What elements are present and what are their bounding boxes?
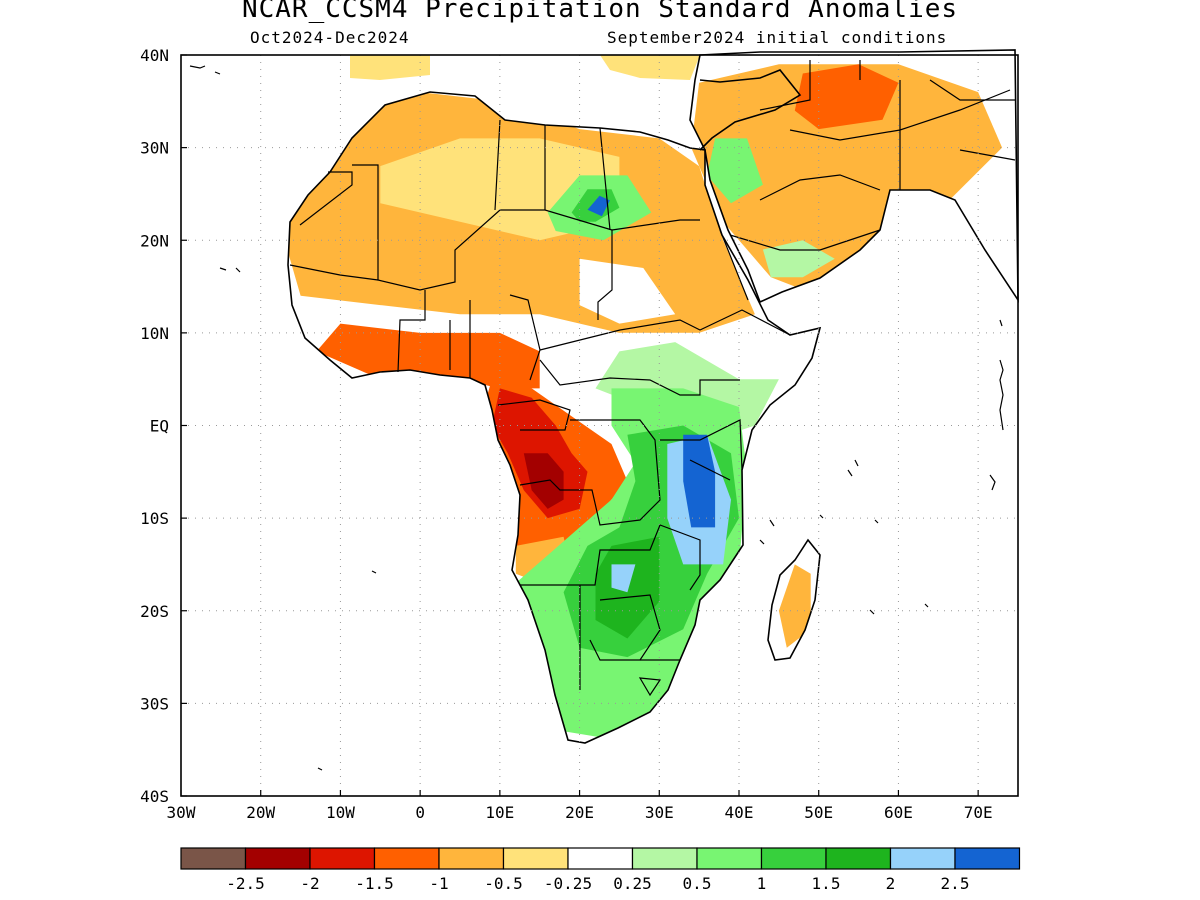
anomaly-zambia-very-wet: [611, 564, 636, 593]
colorbar-swatch: [889, 847, 956, 870]
y-tick-label: 40S: [140, 787, 169, 806]
colorbar-swatch: [244, 847, 311, 870]
y-tick-label: 40N: [140, 46, 169, 65]
anomaly-shading: [288, 64, 1003, 741]
mediterranean-coast: [699, 69, 802, 151]
colorbar-label: 0.25: [613, 874, 652, 893]
x-tick-label: 0: [415, 803, 425, 822]
europe-fringe-landmass: [350, 55, 700, 80]
y-tick-label: 10N: [140, 324, 169, 343]
x-tick-label: 10W: [326, 803, 355, 822]
colorbar-label: -0.5: [484, 874, 523, 893]
y-tick-label: 30S: [140, 694, 169, 713]
x-tick-label: 60E: [884, 803, 913, 822]
colorbar-label: -1.5: [355, 874, 394, 893]
colorbar-swatch: [954, 847, 1021, 870]
x-tick-label: 30W: [167, 803, 196, 822]
x-tick-label: 20W: [246, 803, 275, 822]
latitude-axis: 40N 30N 20N 10N EQ 10S 20S 30S 40S: [140, 46, 187, 806]
colorbar-label: -2: [300, 874, 319, 893]
anomaly-iran-dry: [794, 64, 899, 130]
colorbar-label: 2.5: [941, 874, 970, 893]
colorbar-swatch: [502, 847, 569, 870]
y-tick-label: EQ: [150, 417, 169, 436]
colorbar-label: 1.5: [812, 874, 841, 893]
x-tick-label: 70E: [964, 803, 993, 822]
anomaly-sahara-neutral: [579, 258, 676, 324]
y-tick-label: 20S: [140, 602, 169, 621]
colorbar-swatch: [825, 847, 892, 870]
colorbar-label: 1: [757, 874, 767, 893]
x-tick-label: 20E: [565, 803, 594, 822]
y-tick-label: 20N: [140, 231, 169, 250]
y-tick-label: 30N: [140, 139, 169, 158]
colorbar-swatch: [180, 847, 247, 870]
colorbar-label: -0.25: [544, 874, 592, 893]
anomaly-arabia-wet: [707, 138, 763, 204]
colorbar-legend: -2.5 -2 -1.5 -1 -0.5 -0.25 0.25 0.5 1 1.5 2 2.5: [180, 847, 1021, 893]
colorbar-swatch: [567, 847, 634, 870]
anomaly-gulf-of-guinea-dry: [316, 323, 540, 389]
colorbar-swatch: [760, 847, 827, 870]
colorbar-label: 0.5: [683, 874, 712, 893]
longitude-axis: 30W 20W 10W 0 10E 20E 30E 40E 50E 60E 70E: [167, 790, 993, 822]
anomaly-sahara-wet-peak: [587, 195, 610, 217]
forecast-period: Oct2024-Dec2024: [250, 28, 410, 47]
colorbar-swatch: [438, 847, 505, 870]
initial-conditions: September2024 initial conditions: [607, 28, 948, 47]
colorbar-swatch: [309, 847, 376, 870]
country-borders: [289, 60, 1016, 697]
colorbar-label: 2: [886, 874, 896, 893]
colorbar-label: -2.5: [226, 874, 265, 893]
colorbar-swatch: [631, 847, 698, 870]
y-tick-label: 10S: [140, 509, 169, 528]
anomaly-tanzania-extreme-wet: [683, 434, 716, 528]
colorbar-swatch: [373, 847, 440, 870]
map-title: NCAR_CCSM4 Precipitation Standard Anomal…: [241, 0, 959, 24]
x-tick-label: 10E: [485, 803, 514, 822]
anomaly-madagascar-dry: [778, 564, 811, 648]
colorbar-label: -1: [429, 874, 448, 893]
coastlines: [287, 49, 1019, 744]
islands: [189, 65, 1004, 771]
x-tick-label: 30E: [645, 803, 674, 822]
x-tick-label: 40E: [725, 803, 754, 822]
x-tick-label: 50E: [804, 803, 833, 822]
colorbar-swatch: [696, 847, 763, 870]
